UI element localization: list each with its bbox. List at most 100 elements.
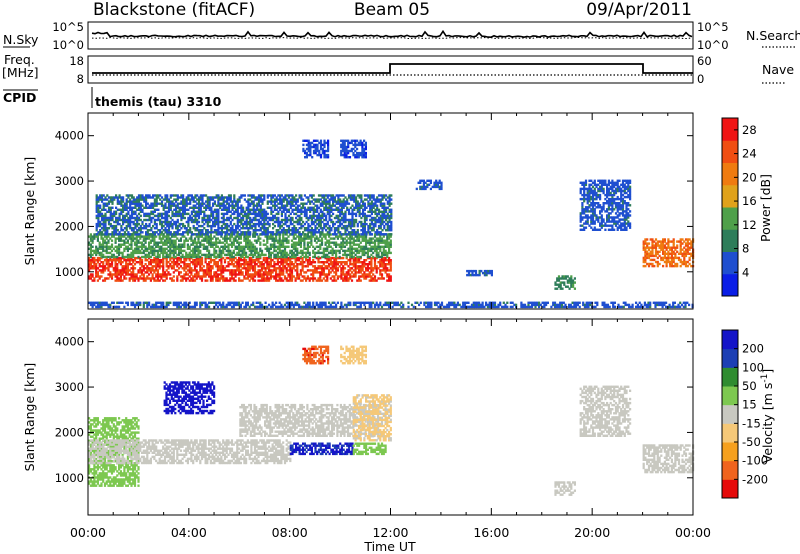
echo-cell xyxy=(91,256,94,260)
echo-cell xyxy=(261,216,264,220)
echo-cell xyxy=(369,218,372,222)
echo-cell xyxy=(310,261,313,264)
noise-right-tick-top: 10^5 xyxy=(697,20,729,34)
echo-cell xyxy=(186,245,189,248)
echo-cell xyxy=(236,269,239,272)
echo-cell xyxy=(171,202,174,205)
echo-cell xyxy=(208,218,211,222)
echo-cell xyxy=(342,277,345,280)
echo-cell xyxy=(142,245,145,248)
echo-cell xyxy=(130,245,133,248)
echo-cell xyxy=(145,233,148,236)
echo-cell xyxy=(278,265,281,268)
echo-cell xyxy=(163,279,167,282)
echo-cell xyxy=(361,249,364,253)
echo-cell xyxy=(279,224,282,228)
echo-cell xyxy=(248,239,251,242)
echo-cell xyxy=(243,267,246,270)
echo-cell xyxy=(100,265,103,268)
echo-cell xyxy=(212,204,215,207)
echo-cell xyxy=(388,269,391,272)
echo-cell xyxy=(286,202,289,205)
echo-cell xyxy=(199,267,202,270)
echo-cell xyxy=(98,245,101,248)
echo-cell xyxy=(316,143,319,147)
echo-cell xyxy=(303,210,306,213)
echo-cell xyxy=(173,194,176,197)
echo-cell xyxy=(243,263,246,266)
echo-cell xyxy=(330,194,333,197)
echo-cell xyxy=(262,256,265,260)
echo-cell xyxy=(118,277,121,280)
echo-cell xyxy=(355,218,358,222)
echo-cell xyxy=(160,241,163,244)
echo-cell xyxy=(338,249,341,253)
echo-cell xyxy=(384,263,387,266)
echo-cell xyxy=(306,249,309,253)
echo-cell xyxy=(102,224,105,228)
echo-cell xyxy=(342,256,345,260)
echo-cell xyxy=(121,273,124,276)
echo-cell xyxy=(377,251,380,255)
echo-cell xyxy=(230,259,234,262)
echo-cell xyxy=(208,263,211,266)
echo-cell xyxy=(295,202,298,205)
echo-cell xyxy=(175,214,178,218)
echo-cell xyxy=(128,263,131,266)
echo-cell xyxy=(113,198,116,201)
echo-cell xyxy=(377,220,381,224)
echo-cell xyxy=(259,198,262,201)
echo-cell xyxy=(290,273,294,276)
echo-cell xyxy=(350,235,354,238)
echo-cell xyxy=(388,247,391,250)
echo-cell xyxy=(141,204,144,207)
echo-cell xyxy=(137,208,141,211)
echo-cell xyxy=(179,261,182,264)
echo-cell xyxy=(166,196,169,199)
echo-cell xyxy=(287,235,290,238)
echo-cell xyxy=(116,267,119,270)
echo-cell xyxy=(388,210,391,213)
echo-cell xyxy=(132,239,135,242)
echo-cell xyxy=(157,196,160,199)
echo-cell xyxy=(195,247,198,250)
echo-cell xyxy=(130,214,134,218)
echo-cell xyxy=(227,269,230,272)
echo-cell xyxy=(102,267,105,270)
echo-cell xyxy=(229,227,232,230)
echo-cell xyxy=(309,208,312,211)
echo-cell xyxy=(146,214,149,218)
echo-cell xyxy=(208,269,211,272)
echo-cell xyxy=(104,224,107,228)
echo-cell xyxy=(372,210,375,213)
echo-cell xyxy=(166,214,169,218)
echo-cell xyxy=(322,271,325,274)
echo-cell xyxy=(176,214,179,218)
echo-cell xyxy=(283,275,287,278)
echo-cell xyxy=(295,227,298,230)
echo-cell xyxy=(170,265,174,268)
echo-cell xyxy=(162,263,165,266)
echo-cell xyxy=(153,220,156,224)
echo-cell xyxy=(367,224,370,228)
echo-cell xyxy=(294,245,297,248)
echo-cell xyxy=(323,156,326,159)
echo-cell xyxy=(146,237,149,240)
echo-cell xyxy=(374,220,377,224)
echo-cell xyxy=(272,231,275,234)
echo-cell xyxy=(109,218,112,222)
echo-cell xyxy=(264,247,267,250)
echo-cell xyxy=(160,247,163,250)
echo-cell xyxy=(213,208,216,211)
echo-cell xyxy=(370,229,373,232)
echo-cell xyxy=(209,279,212,282)
echo-cell xyxy=(382,256,385,260)
echo-cell xyxy=(114,245,117,248)
echo-cell xyxy=(104,208,107,211)
echo-cell xyxy=(372,245,375,248)
echo-cell xyxy=(118,214,121,218)
echo-cell xyxy=(314,214,317,218)
echo-cell xyxy=(329,271,332,274)
echo-cell xyxy=(143,196,146,199)
echo-cell xyxy=(326,245,329,248)
